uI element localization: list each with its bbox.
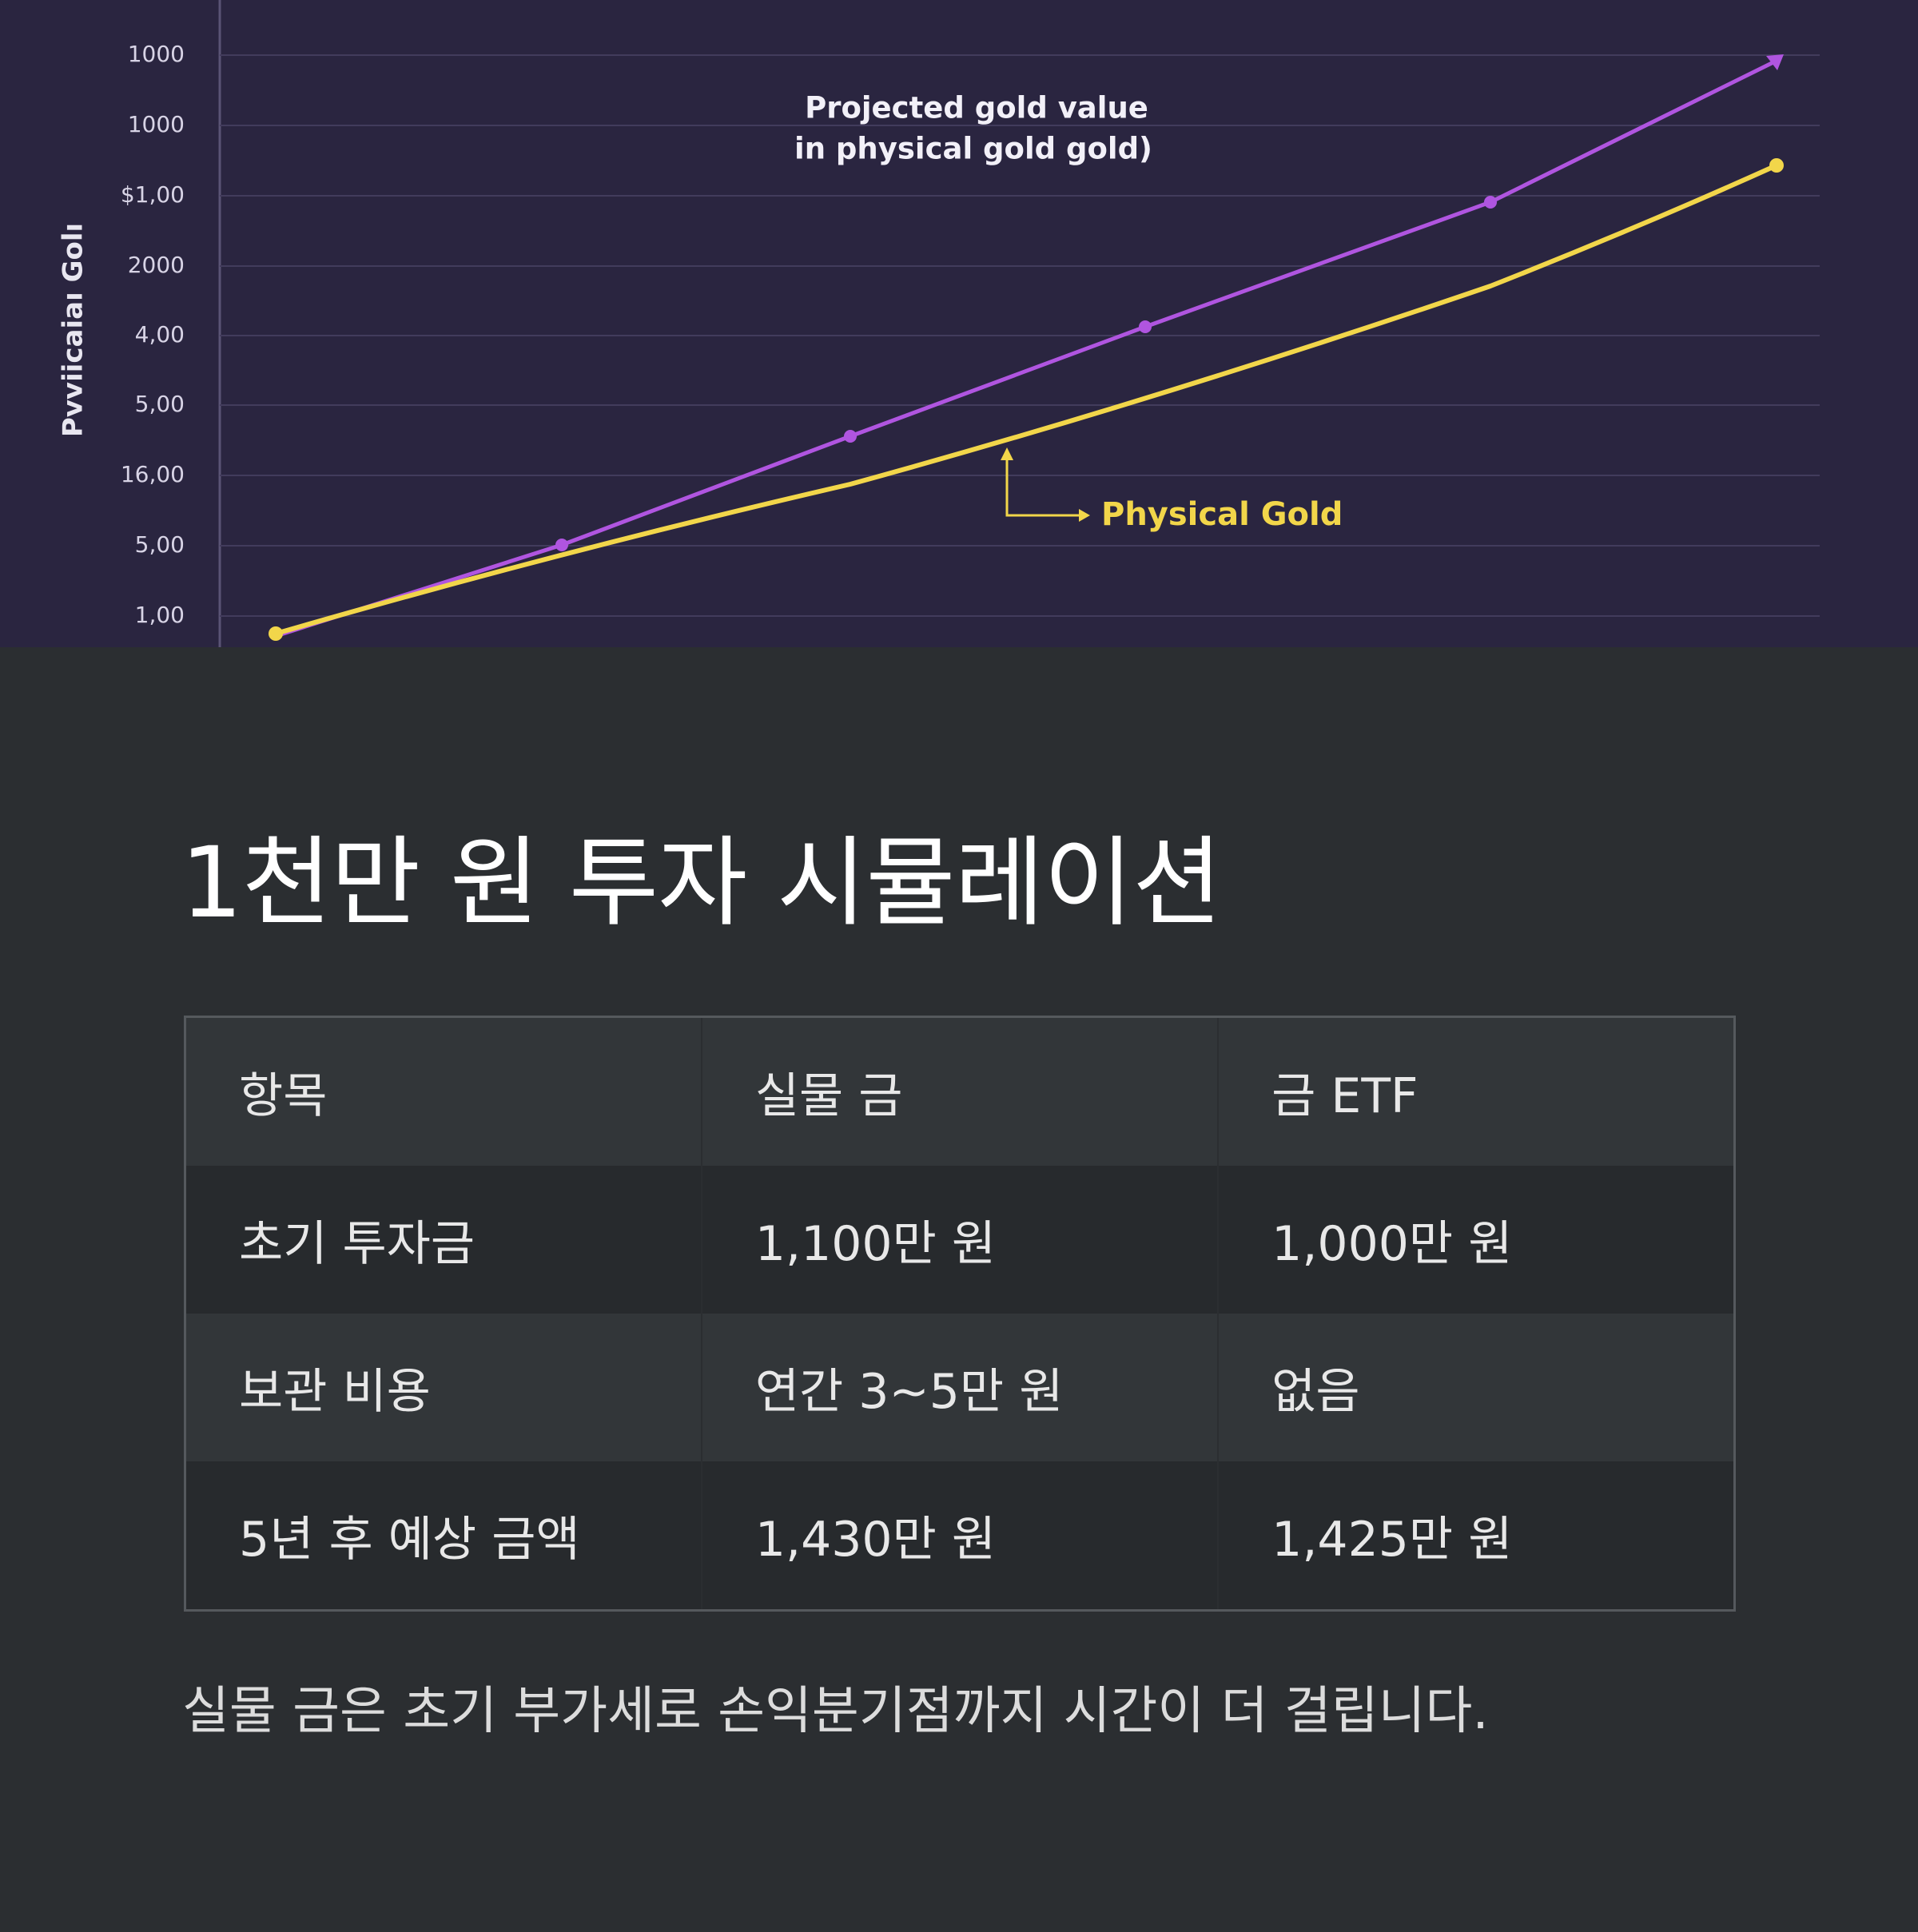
- y-axis-label: Pvviicaiaı Golı: [58, 223, 90, 437]
- table-cell: 1,000만 원: [1218, 1166, 1736, 1314]
- y-tick-label: 1,00: [135, 602, 185, 628]
- y-tick-label: $1,00: [121, 181, 185, 208]
- y-tick-label: 1000: [128, 41, 185, 67]
- y-tick-label: 2000: [128, 252, 185, 278]
- table-cell: 5년 후 예상 금액: [185, 1461, 702, 1611]
- heading: 1천만 원 투자 시뮬레이션: [181, 826, 1222, 940]
- y-tick-label: 5,00: [135, 531, 185, 558]
- y-tick-label: 1000: [128, 111, 185, 137]
- table-cell: 금 ETF: [1218, 1016, 1736, 1166]
- table-cell: 실물 금: [701, 1016, 1220, 1166]
- note: 실물 금은 초기 부가세로 손익분기점까지 시간이 더 걸립니다.: [182, 1682, 1489, 1741]
- table-cell: 초기 투자금: [185, 1166, 702, 1314]
- table-row: 5년 후 예상 금액 1,430만 원 1,425만 원: [185, 1461, 1736, 1611]
- annotation-arrow: [1005, 457, 1083, 517]
- table-cell: 1,425만 원: [1218, 1461, 1736, 1611]
- yellow-point: [269, 626, 283, 641]
- table-cell: 1,430만 원: [701, 1461, 1220, 1611]
- table-cell: 없음: [1218, 1314, 1736, 1461]
- purple-line: [275, 58, 1778, 638]
- table-cell: 항목: [185, 1016, 702, 1166]
- y-tick-label: 16,00: [121, 461, 185, 487]
- table-cell: 연간 3~5만 원: [701, 1314, 1220, 1461]
- yellow-point: [1769, 158, 1784, 173]
- annotation: in physical gold gold): [794, 132, 1152, 166]
- purple-points: [555, 54, 1784, 551]
- arrow-head: [1079, 509, 1090, 522]
- table-row: 초기 투자금 1,100만 원 1,000만 원: [185, 1166, 1736, 1314]
- y-tick-label: 4,00: [135, 321, 185, 348]
- yellow-line: [275, 163, 1778, 636]
- chart-background: [0, 0, 1918, 647]
- y-tick-label: 5,00: [135, 391, 185, 417]
- annotation: Projected gold value: [805, 91, 1148, 125]
- chart-image: 1000 1000 $1,00 2000 4,00 5,00 16,00 5,00 1,00 P…: [0, 0, 1918, 647]
- table-cell: 보관 비용: [185, 1314, 702, 1461]
- table-row: 보관 비용 연간 3~5만 원 없음: [185, 1314, 1736, 1461]
- series-label: Physical Gold: [1101, 496, 1343, 533]
- arrow-head: [1001, 447, 1013, 460]
- table-cell: 1,100만 원: [701, 1166, 1220, 1314]
